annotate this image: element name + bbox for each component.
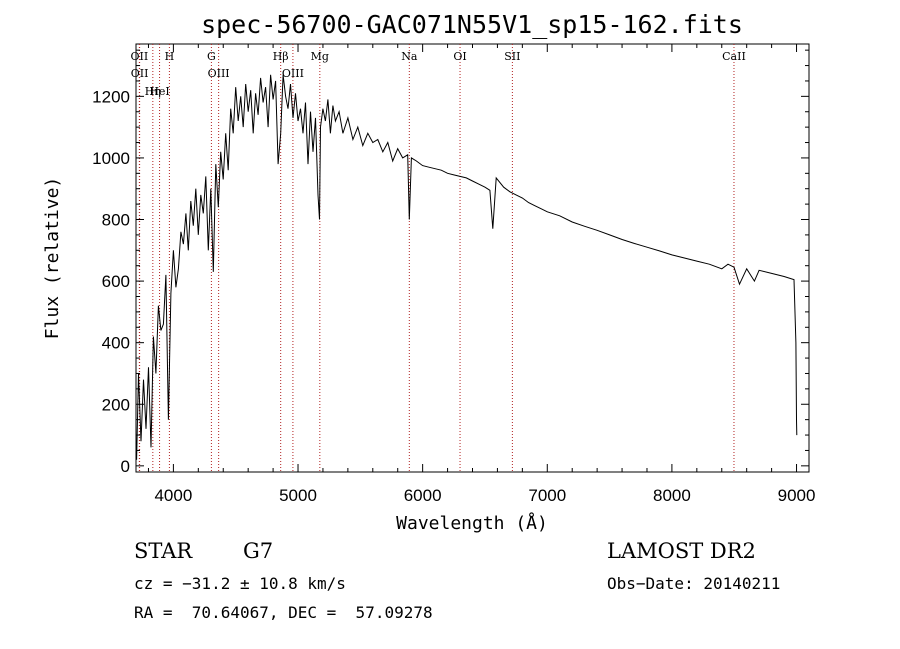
x-axis-label: Wavelength (Å) (396, 512, 548, 534)
line-label-1: OII (131, 67, 149, 80)
line-label-9: Mg (311, 50, 329, 63)
observation-date: Obs−Date: 20140211 (607, 574, 781, 593)
y-tick-label: 600 (102, 272, 130, 291)
line-label-11: OI (453, 50, 466, 63)
y-tick-label: 800 (102, 211, 130, 230)
sky-coordinates: RA = 70.64067, DEC = 57.09278 (134, 603, 433, 622)
line-label-4: H (165, 50, 175, 63)
redshift-velocity: cz = −31.2 ± 10.8 km/s (134, 574, 346, 593)
line-label-7: Hβ (273, 50, 289, 63)
line-label-10: Na (401, 50, 418, 63)
y-tick-label: 1000 (92, 149, 130, 168)
x-tick-label: 9000 (778, 486, 816, 505)
line-label-8: OIII (282, 67, 304, 80)
line-label-3: HeI (149, 85, 169, 98)
y-axis-label: Flux (relative) (42, 177, 63, 340)
chart-title: spec-56700-GAC071N55V1_sp15-162.fits (201, 10, 743, 39)
x-tick-label: 5000 (279, 486, 317, 505)
line-label-13: CaII (722, 50, 746, 63)
line-label-6: OIII (208, 67, 230, 80)
y-tick-label: 400 (102, 334, 130, 353)
x-tick-label: 4000 (154, 486, 192, 505)
object-class: STAR (134, 539, 193, 563)
y-tick-label: 1200 (92, 87, 130, 106)
survey-name: LAMOST DR2 (607, 539, 756, 563)
emission-line-markers (138, 44, 735, 472)
line-label-12: SII (504, 50, 520, 63)
y-axis-ticks: 0 200 400 600 800 1000 1200 (92, 49, 809, 476)
line-label-2: Hη (145, 85, 161, 98)
y-tick-label: 200 (102, 395, 130, 414)
line-label-0: OII (131, 50, 149, 63)
spectrum-series-line (136, 74, 798, 460)
y-tick-label: 0 (121, 457, 130, 476)
x-tick-label: 8000 (653, 486, 691, 505)
x-tick-label: 6000 (404, 486, 442, 505)
x-tick-label: 7000 (528, 486, 566, 505)
line-label-5: G (207, 50, 216, 63)
x-axis-ticks: 4000 5000 6000 7000 8000 9000 (147, 44, 816, 505)
object-subclass: G7 (243, 539, 274, 563)
